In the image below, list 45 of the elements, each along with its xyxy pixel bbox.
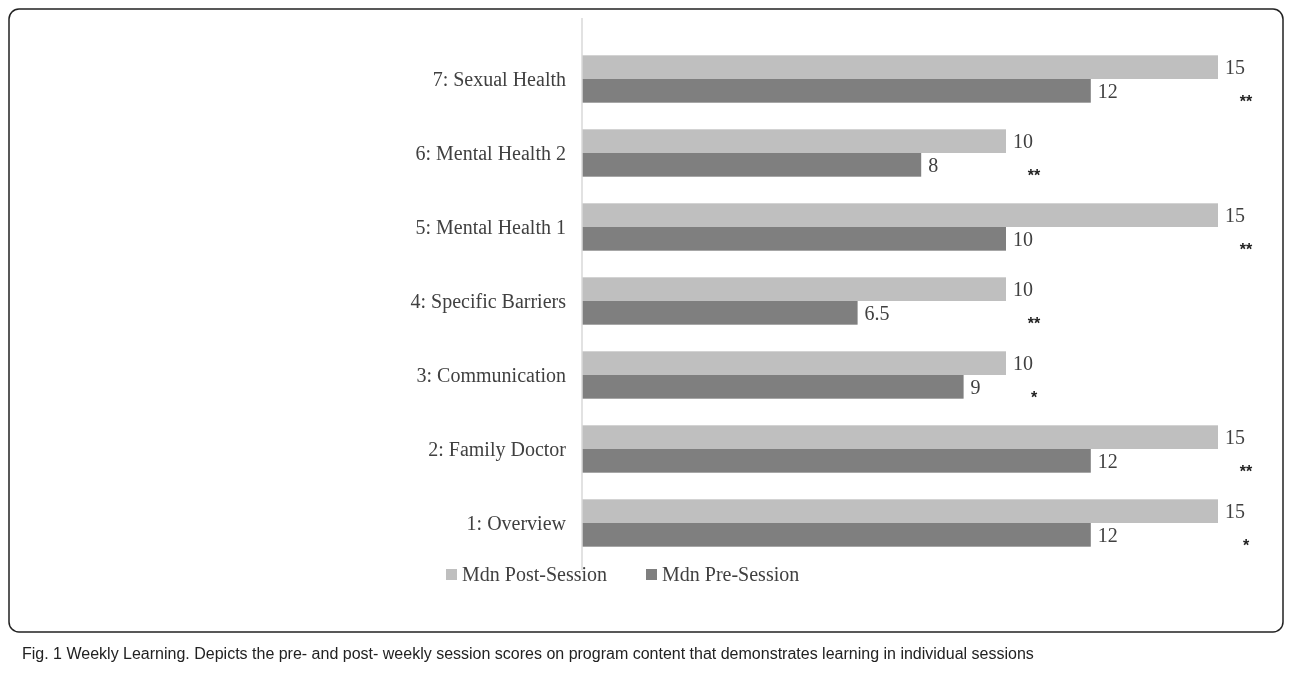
bar	[582, 227, 1006, 251]
bar	[582, 449, 1091, 473]
data-label: 12	[1097, 449, 1118, 472]
data-label: 10	[1013, 352, 1033, 375]
y-tick-label: 2: Family Doctor	[428, 438, 567, 461]
bar	[582, 499, 1218, 523]
bar	[582, 351, 1006, 375]
annotation: *	[1030, 388, 1038, 406]
annotation: **	[1027, 314, 1041, 332]
legend-label: Mdn Post-Session	[462, 563, 608, 585]
data-label: 15	[1225, 426, 1245, 449]
bar	[582, 79, 1091, 103]
bar	[582, 55, 1218, 79]
bar	[582, 277, 1006, 301]
y-tick-label: 4: Specific Barriers	[410, 290, 567, 313]
data-label: 10	[1013, 227, 1033, 250]
bar	[582, 129, 1006, 153]
bar	[582, 425, 1218, 449]
text: **	[1239, 240, 1253, 258]
data-label: 8	[928, 153, 939, 176]
y-tick-label: 1: Overview	[466, 512, 567, 534]
text: **	[1239, 92, 1253, 110]
y-tick-label: 7: Sexual Health	[432, 68, 566, 90]
y-tick-label: 6: Mental Health 2	[415, 142, 566, 164]
legend-label: Mdn Pre-Session	[662, 563, 800, 585]
annotation: **	[1027, 166, 1041, 184]
caption: Fig. 1 Weekly Learning. Depicts the pre- and post- weekly session scores on program content that demonstrates learning in individual sessions	[22, 645, 1034, 662]
data-label: 6.5	[864, 301, 890, 324]
data-label: 15	[1225, 500, 1245, 523]
text: *	[1242, 536, 1250, 554]
data-label: 10	[1013, 130, 1033, 153]
text: **	[1239, 462, 1253, 480]
data-label: 9	[970, 375, 981, 398]
data-label: 10	[1013, 278, 1033, 301]
y-tick-label: 3: Communication	[416, 364, 566, 386]
bar	[582, 153, 922, 177]
bar	[582, 375, 964, 399]
y-tick-label: 5: Mental Health 1	[415, 216, 566, 238]
bar	[582, 523, 1091, 547]
bar	[582, 301, 858, 325]
data-label: 12	[1097, 523, 1118, 546]
data-label: 15	[1225, 56, 1245, 79]
data-label: 12	[1097, 79, 1118, 102]
bar	[582, 203, 1218, 227]
data-label: 15	[1225, 204, 1245, 227]
